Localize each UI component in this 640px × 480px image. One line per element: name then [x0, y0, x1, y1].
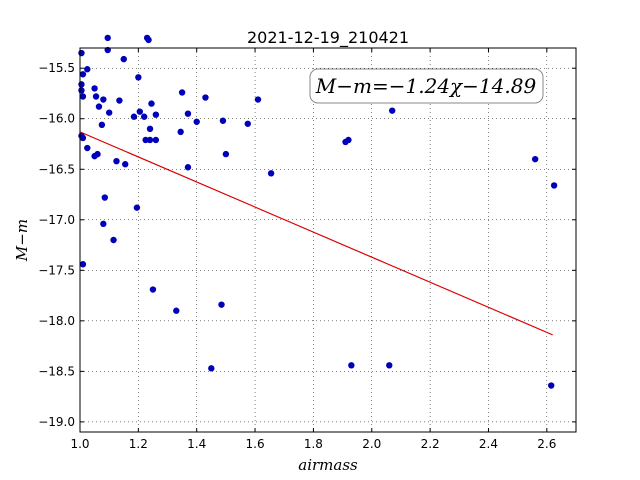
y-tick-label: −17.5 — [38, 263, 75, 277]
data-point — [78, 49, 85, 57]
x-axis-label: airmass — [298, 456, 358, 474]
data-point — [388, 107, 396, 114]
data-point — [94, 150, 101, 158]
data-points — [78, 34, 558, 389]
axis-ticks — [79, 48, 576, 432]
data-point — [386, 362, 393, 369]
x-tick-label: 2.4 — [479, 437, 498, 451]
data-point — [550, 182, 558, 189]
data-point — [202, 94, 209, 101]
data-point — [92, 93, 100, 100]
data-point — [122, 161, 129, 168]
data-point — [177, 128, 184, 136]
data-point — [135, 74, 142, 81]
data-point — [79, 71, 87, 78]
x-tick-label: 1.4 — [187, 437, 206, 451]
data-point — [193, 118, 200, 125]
y-tick-label: −15.5 — [38, 61, 75, 75]
x-tick-label: 1.0 — [70, 437, 89, 451]
data-point — [244, 120, 251, 127]
data-point — [136, 108, 144, 115]
data-point — [133, 204, 141, 211]
y-tick-label: −17.0 — [38, 213, 75, 227]
data-point — [84, 66, 91, 73]
data-point — [145, 36, 152, 44]
data-point — [120, 55, 127, 63]
data-point — [110, 236, 117, 244]
fit-line-layer — [79, 131, 553, 336]
data-point — [100, 220, 107, 228]
x-tick-label: 2.0 — [362, 437, 381, 451]
y-tick-label: −18.0 — [38, 314, 75, 328]
data-point — [152, 136, 160, 144]
data-point — [184, 164, 192, 171]
y-tick-labels: −15.5 −16.0 −16.5 −17.0 −17.5 −18.0 −18.5 −19.0 — [38, 61, 75, 429]
data-point — [100, 96, 107, 103]
y-axis-label: M−m — [13, 219, 31, 262]
data-point — [218, 301, 225, 308]
data-point — [79, 261, 87, 268]
grid — [79, 48, 576, 432]
data-point — [78, 87, 85, 94]
data-point — [95, 103, 103, 110]
data-point — [184, 110, 192, 117]
data-point — [142, 136, 149, 144]
y-tick-label: −16.0 — [38, 112, 75, 126]
data-point — [78, 81, 85, 88]
data-point — [254, 96, 262, 103]
fit-annotation: M−m=−1.24χ−14.89 — [309, 68, 544, 104]
data-point — [146, 136, 154, 144]
x-tick-label: 1.2 — [129, 437, 148, 451]
data-point — [146, 125, 154, 133]
data-point — [104, 34, 111, 42]
data-point — [148, 100, 155, 107]
data-point — [140, 113, 148, 120]
x-tick-label: 1.6 — [246, 437, 265, 451]
data-point — [98, 121, 106, 128]
data-point — [105, 109, 113, 116]
chart-title: 2021-12-19_210421 — [247, 28, 409, 48]
data-point — [79, 93, 87, 100]
fit-line — [79, 131, 553, 336]
data-point — [116, 97, 123, 104]
y-tick-label: −16.5 — [38, 162, 75, 176]
data-point — [113, 157, 120, 165]
data-point — [548, 382, 555, 389]
data-point — [101, 194, 109, 201]
x-tick-labels: 1.0 1.2 1.4 1.6 1.8 2.0 2.2 2.4 2.6 — [70, 437, 556, 451]
data-point — [531, 155, 539, 163]
data-point — [79, 134, 87, 142]
data-point — [173, 307, 180, 314]
data-point — [345, 136, 352, 144]
x-tick-label: 2.6 — [537, 437, 556, 451]
y-tick-label: −19.0 — [38, 415, 75, 429]
fit-equation: M−m=−1.24χ−14.89 — [315, 74, 537, 98]
data-point — [267, 170, 275, 177]
data-point — [149, 286, 157, 293]
data-point — [130, 113, 138, 120]
annotation-box — [309, 68, 544, 104]
data-point — [219, 117, 227, 124]
y-tick-label: −18.5 — [38, 364, 75, 378]
data-point — [152, 111, 160, 118]
data-point — [84, 144, 91, 152]
data-point — [348, 362, 355, 369]
data-point — [222, 150, 230, 158]
x-tick-label: 1.8 — [304, 437, 323, 451]
x-tick-label: 2.2 — [421, 437, 440, 451]
data-point — [208, 365, 215, 372]
data-point — [91, 85, 98, 92]
data-point — [178, 89, 186, 96]
plot-frame — [79, 47, 577, 433]
